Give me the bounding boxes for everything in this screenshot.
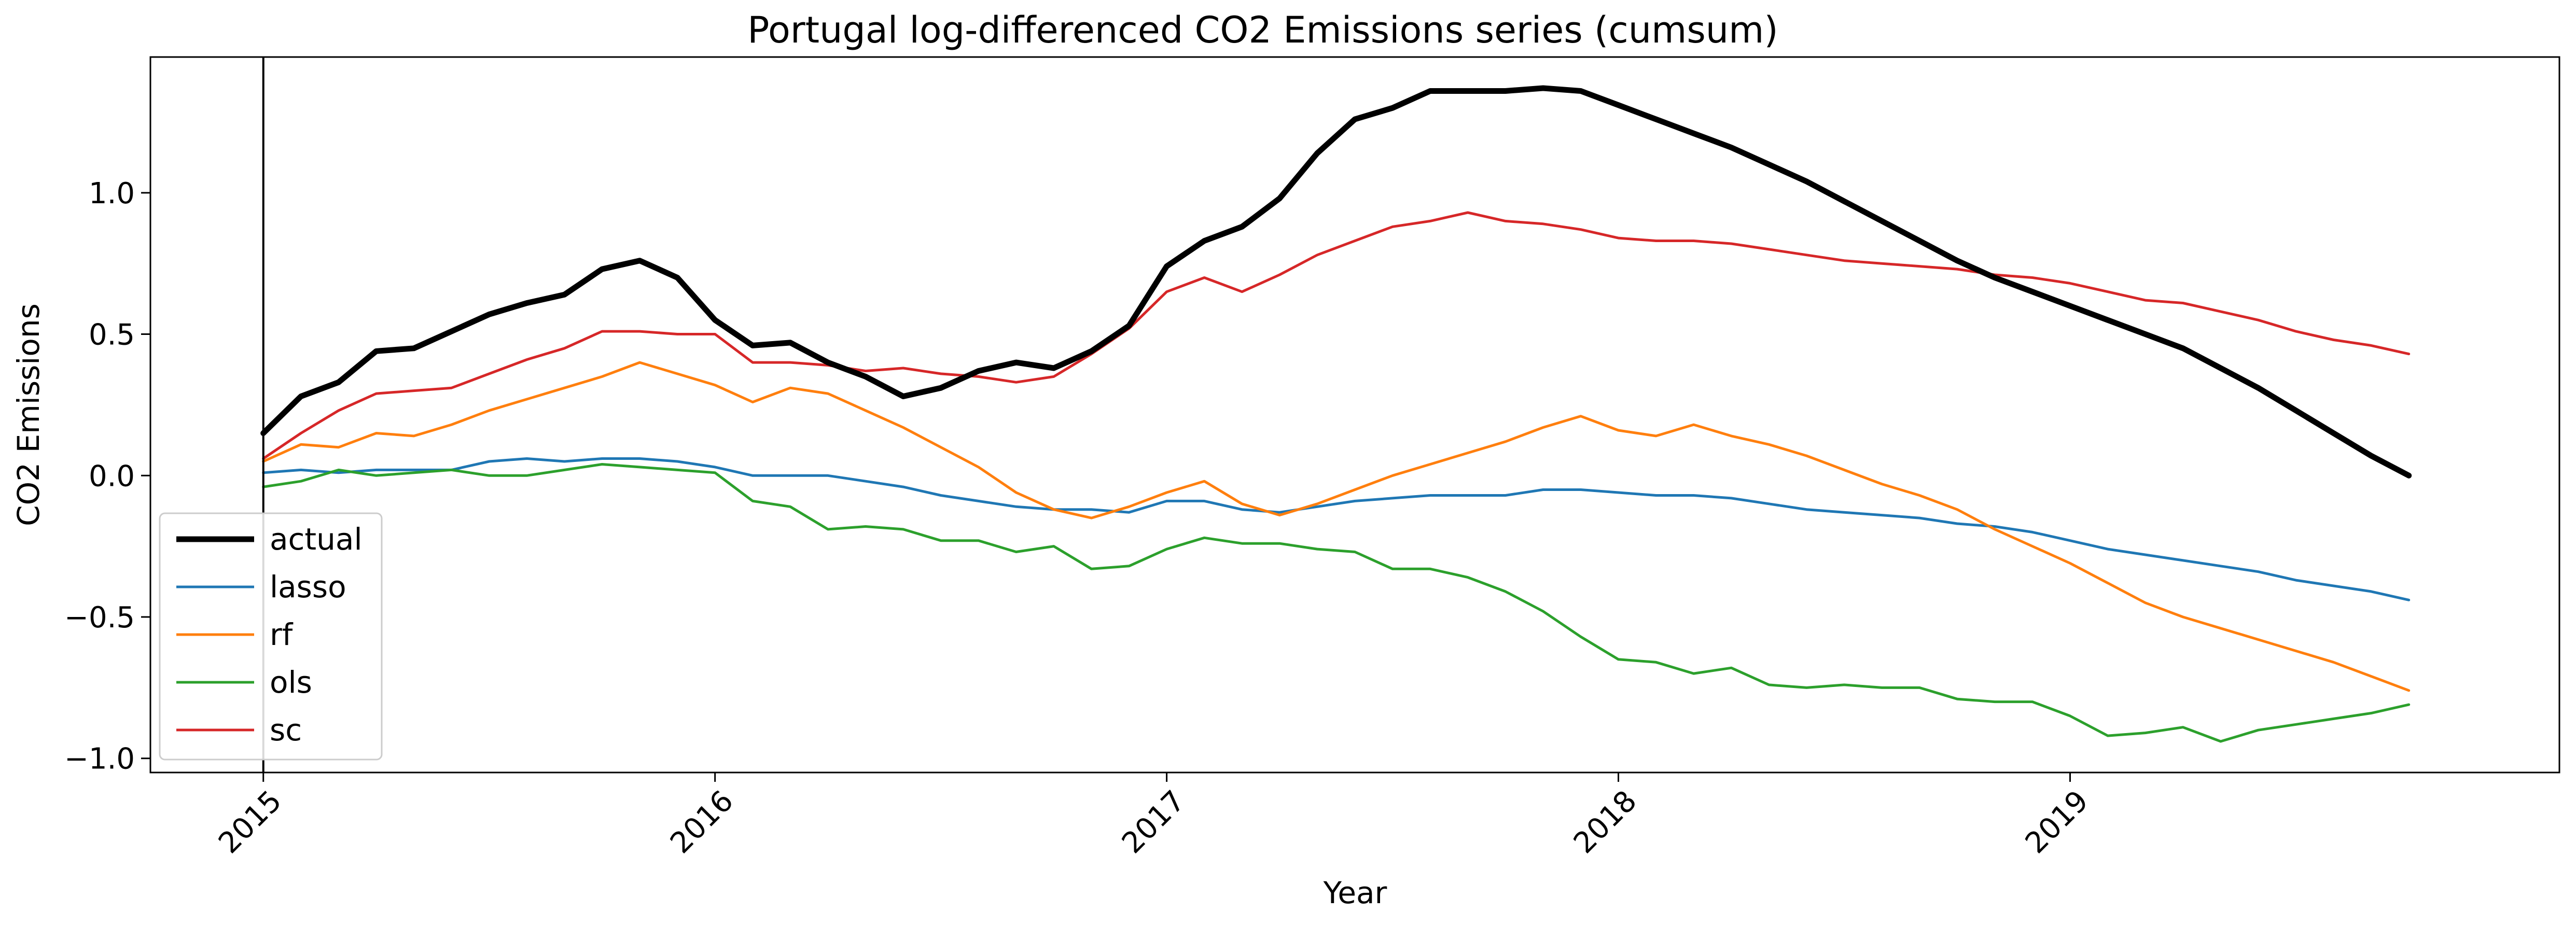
legend-label-rf: rf (270, 617, 294, 652)
y-tick-label: 0.0 (89, 459, 135, 493)
y-tick-label: 1.0 (89, 177, 135, 210)
y-axis-label: CO2 Emissions (11, 303, 46, 526)
series-line-sc (262, 211, 2411, 460)
series-line-lasso (262, 457, 2411, 601)
plot-area: −1.0 −0.5 0.0 0.5 1.0 2015 2016 2017 2018 2019 (64, 56, 2560, 860)
x-tick-label: 2017 (1116, 784, 1192, 860)
x-tick-label: 2016 (664, 784, 740, 860)
legend-label-actual: actual (270, 522, 363, 557)
y-axis-ticks: −1.0 −0.5 0.0 0.5 1.0 (64, 177, 150, 776)
legend-frame (159, 512, 383, 761)
legend-label-ols: ols (270, 665, 312, 700)
series-line-actual (260, 85, 2412, 479)
x-axis-label: Year (1323, 875, 1387, 910)
legend-label-sc: sc (270, 712, 302, 748)
series-line-ols (262, 463, 2411, 743)
x-axis-ticks: 2015 2016 2017 2018 2019 (212, 772, 2095, 860)
series-layer (260, 85, 2412, 743)
plot-frame (149, 56, 2560, 774)
series-line-rf (262, 361, 2411, 692)
chart-title: Portugal log-differenced CO2 Emissions s… (747, 9, 1778, 51)
x-tick-label: 2018 (1567, 784, 1644, 860)
legend-label-lasso: lasso (270, 569, 346, 605)
x-tick-label: 2015 (212, 784, 288, 860)
y-tick-label: −1.0 (64, 742, 135, 776)
legend: actual lasso rf ols sc (159, 512, 383, 761)
x-tick-label: 2019 (2019, 784, 2095, 860)
y-tick-label: −0.5 (64, 601, 135, 635)
y-tick-label: 0.5 (89, 318, 135, 352)
